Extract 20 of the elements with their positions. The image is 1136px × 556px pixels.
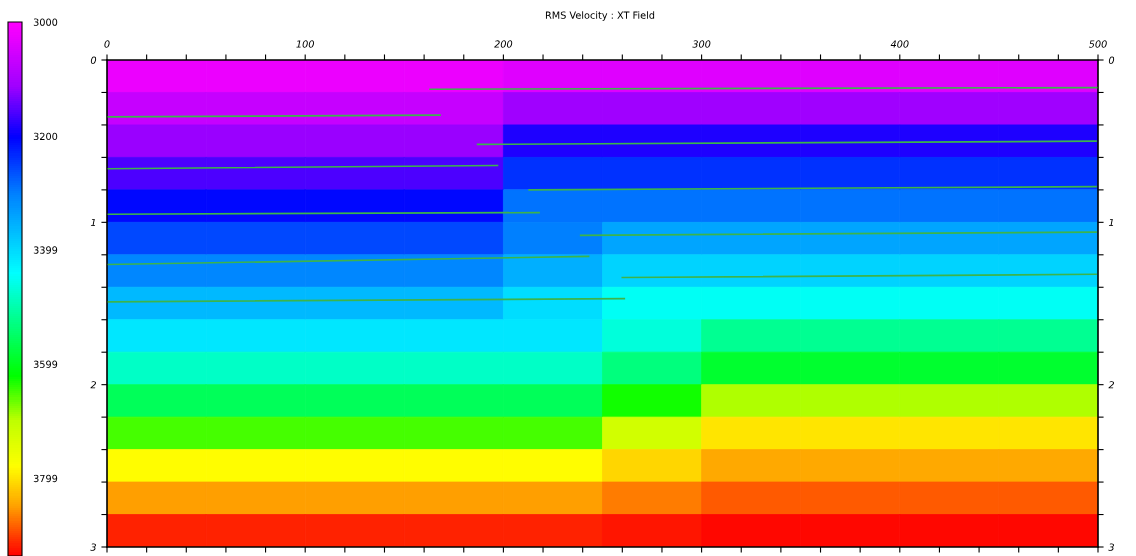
color-bar-label: 3799 xyxy=(33,474,58,483)
x-tick-label: 100 xyxy=(296,40,314,48)
x-tick-label: 0 xyxy=(104,40,110,48)
y2-tick-label: 2 xyxy=(1108,381,1114,389)
y2-tick-label: 3 xyxy=(1108,543,1114,551)
y-tick-label: 3 xyxy=(90,543,96,551)
chart-title: RMS Velocity : XT Field xyxy=(545,11,655,21)
y-tick-label: 0 xyxy=(90,56,97,64)
color-bar-label: 3000 xyxy=(33,18,58,26)
color-bar-label: 3200 xyxy=(33,132,58,141)
x-tick-label: 500 xyxy=(1088,40,1107,48)
color-bar-label: 3399 xyxy=(33,246,58,254)
x-tick-label: 200 xyxy=(494,40,513,48)
x-tick-label: 300 xyxy=(692,40,711,48)
y-tick-label: 1 xyxy=(90,218,96,227)
y2-tick-label: 1 xyxy=(1108,218,1114,227)
color-bar-label: 3599 xyxy=(33,360,58,368)
x-tick-label: 400 xyxy=(890,40,909,48)
y2-tick-label: 0 xyxy=(1108,56,1115,64)
y-tick-label: 2 xyxy=(90,381,96,389)
